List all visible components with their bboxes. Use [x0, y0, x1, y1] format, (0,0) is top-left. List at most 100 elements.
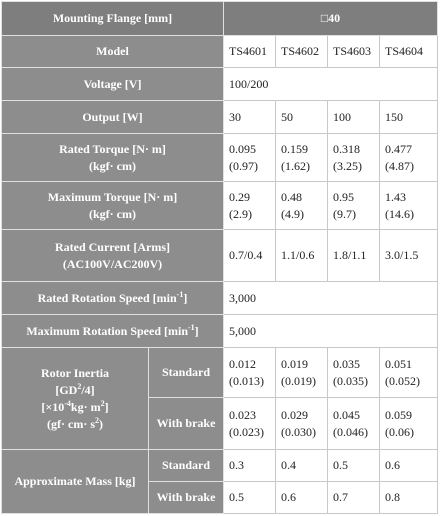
text-line: 0.059 [385, 407, 413, 422]
value-cell: 0.023 (0.023) [223, 397, 277, 450]
table-row: Rated Current [Arms] (AC100V/AC200V) 0.7/0… [0, 229, 439, 282]
text: ] [104, 399, 109, 414]
text: Maximum Torque [N· m] [47, 189, 178, 204]
text-line: (0.046) [333, 424, 369, 439]
text-line: TS4603 [333, 44, 372, 58]
text-line: (0.97) [229, 158, 259, 173]
table-row: Rated Torque [N· m] (kgf· cm) 0.095 (0.97) 0… [0, 133, 439, 182]
text-line: 30 [229, 109, 242, 124]
text-line: 3.0/1.5 [385, 248, 419, 262]
value-cell: 0.045 (0.046) [327, 397, 381, 450]
value-cell: 1.8/1.1 [327, 229, 381, 282]
text-line: 0.159 [281, 141, 309, 156]
text-line: (gf· cm· s2) [7, 416, 143, 433]
text: (kgf· cm) [89, 206, 136, 221]
text-line: (9.7) [333, 206, 357, 221]
sub-header: Standard [147, 449, 225, 482]
text-line: 50 [281, 109, 294, 124]
value-cell: 0.29 (2.9) [223, 181, 277, 230]
text-line: TS4604 [385, 44, 424, 58]
text-line: (4.87) [385, 158, 415, 173]
text-line: 1.1/0.6 [281, 248, 315, 262]
row-header: Rated Rotation Speed [min-1] [0, 281, 225, 315]
value-cell: 5,000 [223, 314, 439, 348]
value-cell: 0.8 [379, 481, 439, 514]
table-row: Maximum Rotation Speed [min-1] 5,000 [0, 314, 439, 348]
row-header: Approximate Mass [kg] [1, 449, 149, 514]
superscript: -1 [188, 322, 195, 332]
text: [×10 [41, 399, 65, 414]
text-line: 3,000 [229, 290, 257, 305]
text: Voltage [V] [83, 76, 142, 91]
text-line: Voltage [V] [7, 76, 218, 93]
superscript: -1 [176, 289, 184, 299]
text-line: Rated Current [Arms] [7, 239, 218, 256]
text-line: (14.6) [385, 206, 415, 221]
value-cell: 0.6 [275, 481, 329, 514]
text-line: (0.035) [333, 373, 369, 388]
text-line: 0.8 [385, 490, 401, 504]
text-line: 5,000 [229, 323, 257, 338]
value-cell: 0.477 (4.87) [379, 133, 439, 182]
value-cell: TS4603 [327, 35, 381, 68]
text-line: 0.045 [333, 407, 361, 422]
text-line: 0.7/0.4 [229, 248, 263, 262]
text-line: (4.9) [281, 206, 305, 221]
superscript: 2 [77, 381, 82, 391]
spec-table: Mounting Flange [mm] □40 Model TS4601 TS4602… [0, 1, 439, 514]
text: Rated Current [Arms] [54, 239, 171, 254]
value-cell: 0.318 (3.25) [327, 133, 381, 182]
text: Model [96, 44, 129, 58]
text: Maximum Rotation Speed [min [26, 323, 188, 338]
text-line: (kgf· cm) [7, 206, 218, 223]
value-cell: 50 [275, 100, 329, 134]
row-header: Maximum Torque [N· m] (kgf· cm) [0, 181, 225, 230]
text: (gf· cm· s [47, 416, 95, 431]
sub-header: With brake [147, 397, 225, 450]
text: ] [194, 323, 199, 338]
text-line: (0.030) [281, 424, 317, 439]
text: /4] [81, 382, 95, 397]
value-cell: 0.051 (0.052) [379, 347, 439, 398]
text-line: 1.43 [385, 189, 407, 204]
value-cell: 0.019 (0.019) [275, 347, 329, 398]
table-row: Output [W] 30 50 100 150 [0, 100, 439, 134]
text-line: Rated Torque [N· m] [7, 141, 218, 158]
text: Mounting Flange [mm] [52, 11, 173, 25]
value-cell: 0.012 (0.013) [223, 347, 277, 398]
text-line: 100 [333, 109, 352, 124]
value-cell: 0.5 [223, 481, 277, 514]
text: (kgf· cm) [89, 158, 136, 173]
value-cell: 0.48 (4.9) [275, 181, 329, 230]
text-line: 0.095 [229, 141, 257, 156]
text-line: 0.3 [229, 458, 245, 472]
row-header: Rated Torque [N· m] (kgf· cm) [0, 133, 225, 182]
text: [GD [55, 382, 78, 397]
text-line: Approximate Mass [kg] [7, 473, 143, 490]
table-row: With brake 0.5 0.6 0.7 0.8 [2, 481, 439, 514]
value-cell: 0.029 (0.030) [275, 397, 329, 450]
row-header: Model [0, 35, 225, 68]
value-cell: 1.1/0.6 [275, 229, 329, 282]
text: Rated Torque [N· m] [59, 141, 166, 156]
text-line: 0.4 [281, 458, 297, 472]
text-line: 0.29 [229, 189, 251, 204]
value-cell: 3.0/1.5 [379, 229, 439, 282]
text-line: 0.318 [333, 141, 361, 156]
superscript: 2 [95, 415, 99, 425]
text-line: [×10-4kg· m2] [7, 399, 143, 416]
row-header: Rotor Inertia [GD2/4] [×10-4kg· m2] (gf· cm… [1, 347, 149, 450]
text-line: (AC100V/AC200V) [7, 256, 218, 273]
text-line: □40 [320, 11, 341, 25]
text-line: (2.9) [229, 206, 253, 221]
text-line: 0.5 [333, 458, 349, 472]
text-line: 0.6 [281, 490, 297, 504]
table-body: Mounting Flange [mm] □40 Model TS4601 TS4602… [0, 1, 439, 514]
text: Rated Rotation Speed [min [37, 290, 177, 305]
text: (AC100V/AC200V) [62, 256, 163, 271]
value-cell: 30 [223, 100, 277, 134]
text-line: 150 [385, 109, 404, 124]
row-header: Rated Current [Arms] (AC100V/AC200V) [0, 229, 225, 282]
text: Approximate Mass [kg] [14, 474, 136, 488]
row-header: Maximum Rotation Speed [min-1] [0, 314, 225, 348]
